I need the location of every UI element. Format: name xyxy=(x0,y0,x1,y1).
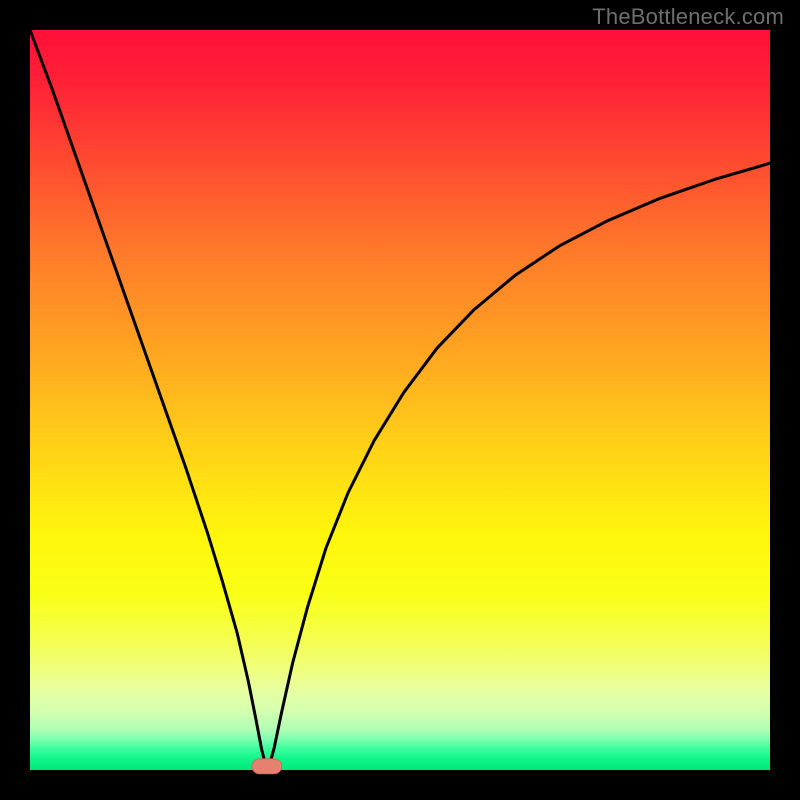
chart-container: TheBottleneck.com xyxy=(0,0,800,800)
optimum-marker xyxy=(252,759,282,774)
watermark-text: TheBottleneck.com xyxy=(592,4,784,30)
bottleneck-chart xyxy=(0,0,800,800)
